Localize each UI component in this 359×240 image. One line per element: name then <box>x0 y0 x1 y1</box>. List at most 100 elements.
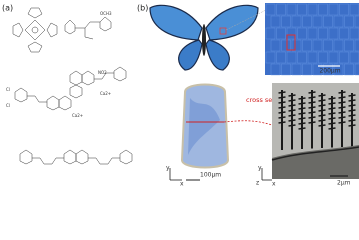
lamella <box>318 94 326 97</box>
wing-scale <box>265 51 276 64</box>
lamella <box>308 111 316 114</box>
wing-scale <box>312 63 323 76</box>
lamella <box>308 96 316 99</box>
lamella <box>308 91 316 94</box>
wing-scale <box>297 51 307 64</box>
panel-label: (b) <box>137 4 148 13</box>
shape <box>113 66 127 82</box>
wing-scale <box>270 39 281 52</box>
lamella <box>308 101 316 104</box>
wing-scale <box>349 27 359 40</box>
lamella <box>328 102 336 105</box>
shape <box>14 87 72 111</box>
axis-label: y <box>166 165 170 172</box>
wing-scale <box>286 3 297 16</box>
lamella <box>348 99 356 102</box>
lamella <box>338 96 346 99</box>
lamella <box>328 127 336 130</box>
shape <box>202 24 206 56</box>
lamella <box>278 116 286 119</box>
butterfly-photo <box>149 4 259 71</box>
shape <box>278 90 356 150</box>
wing-scale <box>318 51 328 64</box>
lamella <box>288 104 296 107</box>
wing-scale <box>323 63 333 76</box>
shape <box>119 149 133 165</box>
axes-icon <box>169 168 182 181</box>
wing-scale <box>286 27 297 40</box>
shape <box>32 157 64 165</box>
lamella <box>278 91 286 94</box>
lamella <box>318 99 326 102</box>
wing-scale <box>344 63 354 76</box>
wing-scale <box>339 51 349 64</box>
lamella <box>348 119 356 122</box>
lamella <box>278 111 286 114</box>
lamella <box>348 94 356 97</box>
shape <box>75 149 89 165</box>
lamella <box>288 124 296 127</box>
wing-scale <box>276 51 286 64</box>
lamella <box>278 121 286 124</box>
wing-scale <box>339 27 349 40</box>
wing-scale <box>286 51 297 64</box>
lamella <box>328 117 336 120</box>
wing-scale <box>323 39 333 52</box>
shape <box>272 145 359 179</box>
axis-label: x <box>272 181 276 188</box>
shape <box>84 28 94 40</box>
lamella <box>308 106 316 109</box>
chem-label: Cl <box>6 87 10 92</box>
wing-scale <box>318 3 328 16</box>
lamella <box>278 96 286 99</box>
wing-scale <box>333 63 344 76</box>
wing-scale <box>339 3 349 16</box>
lamella <box>288 94 296 97</box>
scale-bar-label: 100μm <box>200 172 221 179</box>
shape <box>27 95 47 103</box>
wing-scale <box>328 51 339 64</box>
arrow <box>223 120 273 126</box>
lamella <box>338 101 346 104</box>
wing-scale <box>276 3 286 16</box>
shape <box>88 157 120 165</box>
wing-scale <box>265 27 276 40</box>
wing-scale <box>281 63 291 76</box>
chem-label: NO2 <box>98 70 107 75</box>
lamella <box>318 114 326 117</box>
wing-scale <box>281 15 291 28</box>
lamella <box>308 121 316 124</box>
shape <box>24 19 46 41</box>
shape <box>14 87 28 103</box>
lamella <box>328 97 336 100</box>
axis-label: x <box>180 181 184 188</box>
shape <box>205 4 259 41</box>
lamella <box>278 106 286 109</box>
shape <box>19 149 33 165</box>
shape <box>149 4 203 41</box>
lamella <box>328 107 336 110</box>
lamella <box>348 124 356 127</box>
wing-scale <box>270 15 281 28</box>
lamella <box>338 106 346 109</box>
shape <box>81 70 95 86</box>
shape <box>46 22 58 38</box>
lamella <box>298 97 306 100</box>
wing-micrograph <box>265 3 359 76</box>
shape <box>178 39 203 71</box>
wing-scale <box>302 39 312 52</box>
wing-scale <box>307 3 318 16</box>
wing-scale <box>328 3 339 16</box>
lamella <box>298 127 306 130</box>
shape <box>69 66 127 99</box>
shape <box>271 146 359 161</box>
wing-scale <box>344 15 354 28</box>
wing-scale <box>281 39 291 52</box>
wing-scale <box>297 27 307 40</box>
wing-scale <box>349 51 359 64</box>
lamella <box>298 102 306 105</box>
lamella <box>288 119 296 122</box>
wing-scale <box>349 3 359 16</box>
shape <box>31 26 39 34</box>
lamella <box>298 112 306 115</box>
